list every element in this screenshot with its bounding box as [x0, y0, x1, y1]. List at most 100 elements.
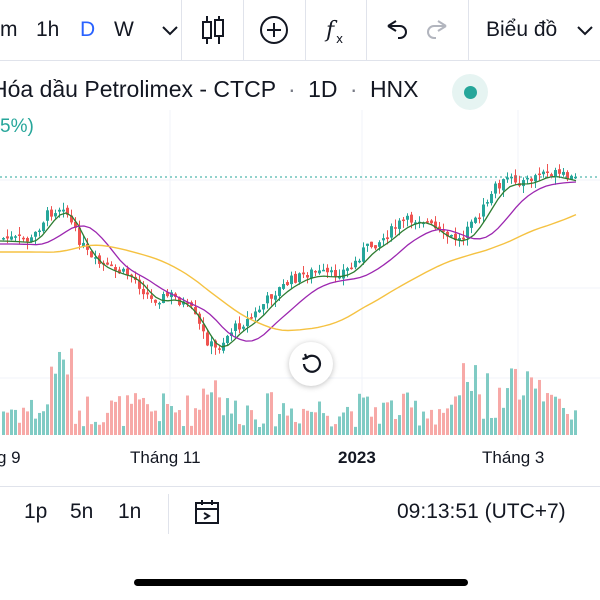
candle-body	[86, 243, 89, 250]
volume-bar	[506, 388, 509, 435]
function-icon[interactable]: f x	[316, 10, 356, 50]
candle-body	[154, 299, 157, 303]
volume-bar	[6, 412, 9, 435]
volume-bar	[102, 422, 105, 435]
volume-bar	[442, 412, 445, 435]
volume-bar	[42, 411, 45, 435]
candle-body	[374, 245, 377, 249]
volume-bar	[538, 379, 541, 435]
range-1n-button[interactable]: 1n	[118, 500, 142, 523]
separator-dot: ·	[288, 76, 296, 102]
market-status-indicator[interactable]	[452, 74, 488, 110]
x-axis-label: 2023	[338, 448, 376, 467]
price-chart[interactable]	[0, 110, 600, 440]
goto-date-icon[interactable]	[192, 498, 224, 528]
volume-bar	[330, 426, 333, 435]
volume-bar	[18, 422, 21, 435]
chart-menu-label[interactable]: Biểu đồ	[486, 18, 558, 41]
volume-bar	[270, 392, 273, 435]
volume-bar	[418, 425, 421, 435]
volume-bar	[274, 426, 277, 435]
candle-body	[470, 221, 473, 228]
candle-body	[462, 237, 465, 240]
candle-body	[386, 237, 389, 240]
volume-bar	[450, 404, 453, 435]
volume-bar	[574, 410, 577, 435]
candle-body	[562, 171, 565, 175]
volume-bar	[242, 425, 245, 435]
volume-bar	[458, 395, 461, 435]
svg-text:x: x	[336, 32, 343, 46]
bottom-toolbar	[0, 486, 600, 543]
candle-body	[526, 177, 529, 180]
volume-bar	[390, 400, 393, 435]
candlestick-icon[interactable]	[193, 10, 233, 50]
volume-bar	[554, 396, 557, 435]
candle-body	[426, 221, 429, 223]
candle-body	[410, 214, 413, 223]
range-1p-button[interactable]: 1p	[24, 500, 48, 523]
candle-body	[334, 270, 337, 277]
volume-bar	[338, 416, 341, 435]
volume-bar	[94, 421, 97, 435]
volume-bar	[454, 396, 457, 435]
volume-bar	[306, 410, 309, 435]
range-5n-button[interactable]: 5n	[70, 500, 94, 523]
candle-body	[238, 323, 241, 330]
interval-d-button[interactable]: D	[80, 18, 96, 41]
candle-body	[30, 237, 33, 242]
candle-body	[146, 292, 149, 295]
candle-body	[90, 251, 93, 258]
volume-bar	[382, 402, 385, 435]
volume-bar	[290, 408, 293, 435]
undo-icon[interactable]	[376, 10, 416, 50]
candle-body	[302, 272, 305, 275]
candle-body	[338, 276, 341, 279]
volume-bar	[170, 406, 173, 435]
clock-time-label[interactable]: 09:13:51 (UTC+7)	[397, 500, 566, 523]
candle-body	[270, 294, 273, 299]
volume-bar	[178, 410, 181, 435]
interval-minutes-button[interactable]: m	[0, 18, 18, 41]
candle-body	[566, 172, 569, 180]
reset-chart-button[interactable]	[289, 342, 333, 386]
home-indicator	[134, 579, 468, 586]
volume-bar	[122, 425, 125, 435]
volume-bar	[298, 423, 301, 435]
candle-body	[498, 182, 501, 189]
volume-bar	[134, 393, 137, 435]
volume-bar	[446, 408, 449, 435]
interval-1h-button[interactable]: 1h	[36, 18, 60, 41]
candle-body	[138, 279, 141, 289]
volume-bar	[186, 395, 189, 435]
add-circle-icon[interactable]	[254, 10, 294, 50]
bottom-divider	[168, 494, 169, 534]
volume-bar	[98, 424, 101, 435]
candle-body	[346, 268, 349, 271]
candle-body	[458, 238, 461, 241]
volume-bar	[526, 371, 529, 435]
chevron-down-icon[interactable]	[150, 10, 190, 50]
volume-bar	[430, 409, 433, 435]
candle-body	[78, 227, 81, 245]
separator-dot: ·	[349, 76, 358, 102]
volume-bar	[70, 348, 73, 435]
chevron-down-icon[interactable]	[566, 10, 600, 50]
redo-icon[interactable]	[418, 10, 458, 50]
volume-bar	[206, 394, 209, 435]
candle-body	[442, 230, 445, 232]
moving-average-line	[0, 213, 577, 332]
candle-body	[34, 231, 37, 237]
candle-body	[438, 226, 441, 230]
volume-bar	[310, 411, 313, 435]
interval-w-button[interactable]: W	[114, 18, 134, 41]
volume-bar	[38, 412, 41, 435]
volume-bar	[562, 407, 565, 435]
toolbar-divider	[243, 0, 244, 60]
candle-body	[514, 175, 517, 183]
candle-body	[494, 183, 497, 194]
volume-bar	[322, 413, 325, 435]
candle-body	[194, 306, 197, 315]
exchange-label: HNX	[369, 76, 419, 102]
volume-bar	[510, 368, 513, 435]
